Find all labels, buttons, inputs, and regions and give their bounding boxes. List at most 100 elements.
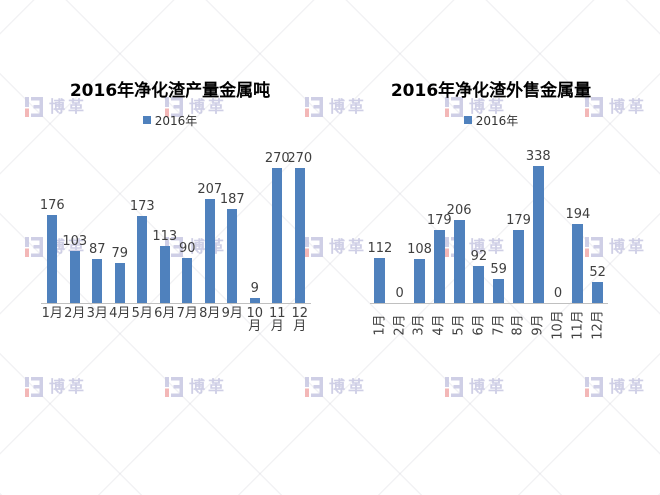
bar-slot: 113 bbox=[152, 128, 178, 303]
bar bbox=[374, 258, 386, 303]
bar-value-label: 176 bbox=[39, 198, 65, 213]
bar bbox=[249, 298, 260, 303]
plot-area: 176 103 87 79 173 113 90 207 187 9 270 270 bbox=[39, 128, 313, 304]
bar-slot: 87 bbox=[86, 128, 109, 303]
bar-slot: 9 bbox=[244, 128, 267, 303]
x-axis-label: 10月 bbox=[550, 310, 566, 340]
legend-swatch bbox=[142, 116, 151, 124]
bar-value-label: 87 bbox=[88, 242, 106, 257]
legend-label: 2016年 bbox=[475, 113, 519, 128]
bar-slot: 59 bbox=[489, 128, 509, 303]
x-axis-label: 8月 bbox=[510, 314, 526, 336]
legend-swatch bbox=[463, 116, 472, 124]
x-axis-label: 9月 bbox=[221, 306, 243, 321]
bar-value-label: 79 bbox=[111, 246, 129, 261]
bar bbox=[114, 263, 125, 303]
bar bbox=[294, 168, 305, 303]
bar bbox=[413, 259, 425, 303]
x-axis-label: 12月 bbox=[590, 310, 606, 340]
bar-value-label: 59 bbox=[490, 262, 507, 277]
bar-slot: 179 bbox=[506, 128, 531, 303]
bar-value-label: 173 bbox=[129, 199, 155, 214]
bar-value-label: 0 bbox=[553, 286, 563, 301]
bar-slot: 52 bbox=[588, 128, 608, 303]
bar-slot: 270 bbox=[265, 128, 290, 303]
bar bbox=[433, 230, 445, 303]
bar bbox=[204, 199, 215, 303]
chart-title: 2016年净化渣外售金属量 bbox=[390, 81, 592, 101]
bar-value-label: 9 bbox=[250, 281, 259, 296]
x-axis-label: 6月 bbox=[471, 314, 487, 336]
x-axis-label: 9月 bbox=[530, 314, 546, 336]
x-axis-label: 1月 bbox=[372, 314, 388, 336]
bars-row: 112 0 108 179 206 92 59 179 338 0 194 52 bbox=[367, 128, 608, 303]
bar-slot: 194 bbox=[565, 128, 590, 303]
bar-slot: 108 bbox=[407, 128, 432, 303]
bar bbox=[227, 209, 238, 303]
bar bbox=[92, 259, 103, 303]
bar bbox=[137, 216, 148, 303]
bar-value-label: 103 bbox=[62, 234, 88, 249]
bar bbox=[47, 215, 58, 303]
bar-slot: 112 bbox=[367, 128, 393, 303]
bar-value-label: 207 bbox=[197, 182, 223, 197]
bar-slot: 176 bbox=[39, 128, 65, 303]
x-axis-label: 7月 bbox=[491, 314, 507, 336]
x-axis-label: 11月 bbox=[268, 306, 286, 334]
bar-slot: 92 bbox=[469, 128, 489, 303]
bar bbox=[512, 230, 524, 303]
x-axis-label: 4月 bbox=[109, 306, 131, 321]
plot-area: 112 0 108 179 206 92 59 179 338 0 194 52 bbox=[367, 128, 608, 304]
bar-value-label: 179 bbox=[506, 213, 531, 228]
legend-label: 2016年 bbox=[154, 113, 198, 128]
bar bbox=[572, 224, 584, 303]
bar-slot: 207 bbox=[197, 128, 223, 303]
bar-value-label: 90 bbox=[178, 241, 196, 256]
bar bbox=[69, 251, 80, 303]
bar-slot: 270 bbox=[287, 128, 313, 303]
x-axis-label: 12月 bbox=[291, 306, 309, 334]
x-axis-label: 4月 bbox=[431, 314, 447, 336]
bar-slot: 187 bbox=[219, 128, 245, 303]
x-axis-label: 5月 bbox=[131, 306, 153, 321]
bar bbox=[159, 246, 170, 303]
bar bbox=[473, 266, 485, 303]
bar-value-label: 0 bbox=[395, 286, 404, 301]
bar-value-label: 270 bbox=[287, 151, 313, 166]
x-axis-labels: 1月 2月 3月 4月 5月 6月 7月 8月 9月 10月 11月 12月 bbox=[370, 307, 608, 343]
bar bbox=[453, 220, 465, 303]
bar bbox=[182, 258, 193, 303]
bar-slot: 173 bbox=[129, 128, 155, 303]
x-axis-label: 5月 bbox=[451, 314, 467, 336]
bar-slot: 103 bbox=[62, 128, 88, 303]
bar-value-label: 338 bbox=[525, 149, 551, 164]
bar bbox=[493, 279, 505, 303]
x-axis-labels: 1月 2月 3月 4月 5月 6月 7月 8月 9月 10月 11月 12月 bbox=[41, 306, 311, 334]
bar-slot: 338 bbox=[525, 128, 551, 303]
legend: 2016年 bbox=[341, 112, 641, 128]
x-axis-label: 2月 bbox=[392, 314, 408, 336]
bar-value-label: 112 bbox=[367, 241, 393, 256]
bar-slot: 90 bbox=[176, 128, 199, 303]
bar-slot: 0 bbox=[548, 128, 568, 303]
x-axis-label: 11月 bbox=[570, 310, 586, 340]
chart-external-sales: 2016年净化渣外售金属量 2016年 112 0 108 179 206 92 59 179… bbox=[341, 0, 641, 495]
bar-value-label: 52 bbox=[589, 265, 606, 280]
x-axis-label: 1月 bbox=[41, 306, 63, 321]
bar-slot: 179 bbox=[427, 128, 452, 303]
bar-value-label: 113 bbox=[152, 229, 178, 244]
bar-value-label: 92 bbox=[470, 249, 488, 264]
bar bbox=[592, 282, 604, 303]
x-axis-label: 7月 bbox=[176, 306, 198, 321]
x-axis-label: 3月 bbox=[411, 314, 427, 336]
bars-row: 176 103 87 79 173 113 90 207 187 9 270 270 bbox=[39, 128, 313, 303]
bar-slot: 0 bbox=[390, 128, 410, 303]
x-axis-label: 8月 bbox=[199, 306, 221, 321]
x-axis-label: 2月 bbox=[64, 306, 86, 321]
bar-value-label: 187 bbox=[219, 192, 245, 207]
bar bbox=[272, 168, 283, 303]
chart-title: 2016年净化渣产量金属吨 bbox=[69, 81, 271, 101]
x-axis-label: 10月 bbox=[246, 306, 264, 334]
x-axis-label: 3月 bbox=[86, 306, 108, 321]
